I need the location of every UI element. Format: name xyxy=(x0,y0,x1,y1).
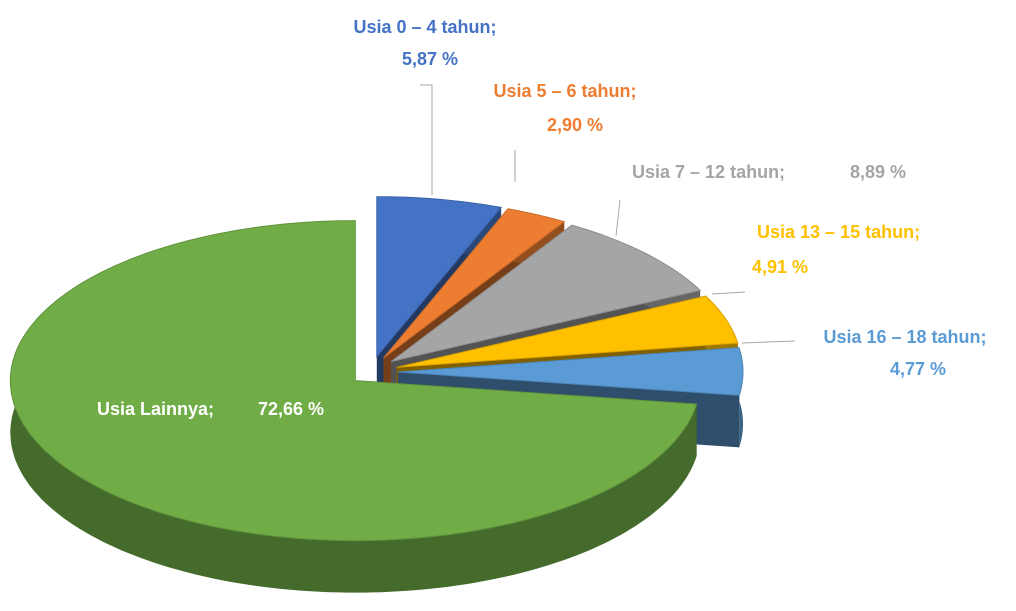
category-label: Usia 0 – 4 tahun; xyxy=(353,17,496,37)
slice xyxy=(396,295,739,368)
category-label: Usia Lainnya; xyxy=(97,399,214,419)
value-label: 5,87 % xyxy=(402,49,458,69)
category-label: Usia 16 – 18 tahun; xyxy=(823,327,986,347)
leader-line xyxy=(711,291,746,295)
leader-line xyxy=(741,340,796,344)
slice xyxy=(397,347,744,396)
slice xyxy=(390,224,702,362)
slice xyxy=(383,208,566,359)
labels: Usia 0 – 4 tahun; 5,87 % Usia 5 – 6 tahun;… xyxy=(97,17,987,419)
pie-tops xyxy=(9,196,744,542)
value-label: 8,89 % xyxy=(850,162,906,182)
value-label: 4,77 % xyxy=(890,359,946,379)
leader-line xyxy=(420,84,433,195)
slice xyxy=(9,220,698,542)
category-label: Usia 7 – 12 tahun; xyxy=(632,162,785,182)
value-label: 2,90 % xyxy=(547,115,603,135)
leader-line xyxy=(615,199,621,237)
category-label: Usia 5 – 6 tahun; xyxy=(493,81,636,101)
category-label: Usia 13 – 15 tahun; xyxy=(757,222,920,242)
value-label: 4,91 % xyxy=(752,257,808,277)
value-label: 72,66 % xyxy=(258,399,324,419)
slice xyxy=(376,196,503,359)
